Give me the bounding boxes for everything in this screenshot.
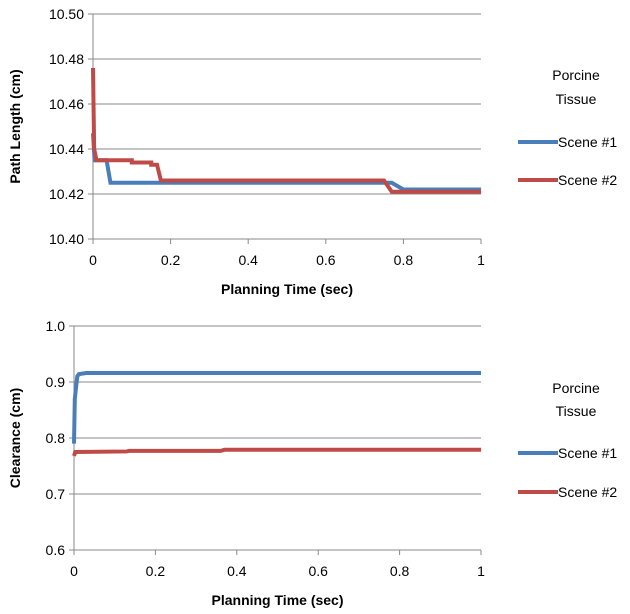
x-tick-label: 0.2 (146, 563, 166, 579)
y-tick-label: 0.9 (46, 374, 66, 390)
x-tick-label: 0 (89, 252, 97, 268)
series-line (72, 371, 481, 444)
y-tick-label: 0.6 (46, 542, 66, 558)
x-tick-label: 0.2 (161, 252, 181, 268)
y-tick-label: 10.40 (49, 231, 84, 247)
y-tick-label: 10.48 (49, 51, 84, 67)
y-axis-title: Path Length (cm) (7, 69, 23, 183)
legend-title: Tissue (556, 91, 597, 107)
legend-label: Scene #1 (558, 445, 617, 461)
x-tick-label: 0.8 (390, 563, 410, 579)
x-tick-label: 1 (477, 563, 485, 579)
series-line (91, 67, 481, 194)
legend-title: Tissue (556, 403, 597, 419)
legend-label: Scene #1 (558, 134, 617, 150)
legend-title: Porcine (552, 380, 600, 396)
y-tick-label: 10.42 (49, 186, 84, 202)
x-tick-label: 0 (70, 563, 78, 579)
legend-label: Scene #2 (558, 484, 617, 500)
y-tick-label: 1.0 (46, 318, 66, 334)
y-tick-label: 10.44 (49, 141, 84, 157)
y-axis-title: Clearance (cm) (7, 388, 23, 488)
x-tick-label: 0.4 (227, 563, 247, 579)
y-tick-label: 10.50 (49, 6, 84, 22)
x-tick-label: 0.6 (316, 252, 336, 268)
series-line (72, 447, 481, 457)
x-tick-label: 0.8 (394, 252, 414, 268)
y-tick-label: 10.46 (49, 96, 84, 112)
x-tick-label: 0.6 (308, 563, 328, 579)
x-axis-title: Planning Time (sec) (212, 592, 344, 608)
legend-title: Porcine (552, 67, 600, 83)
x-tick-label: 0.4 (238, 252, 258, 268)
x-axis-title: Planning Time (sec) (221, 281, 353, 297)
legend-label: Scene #2 (558, 172, 617, 188)
y-tick-label: 0.7 (46, 486, 66, 502)
y-tick-label: 0.8 (46, 430, 66, 446)
x-tick-label: 1 (477, 252, 485, 268)
